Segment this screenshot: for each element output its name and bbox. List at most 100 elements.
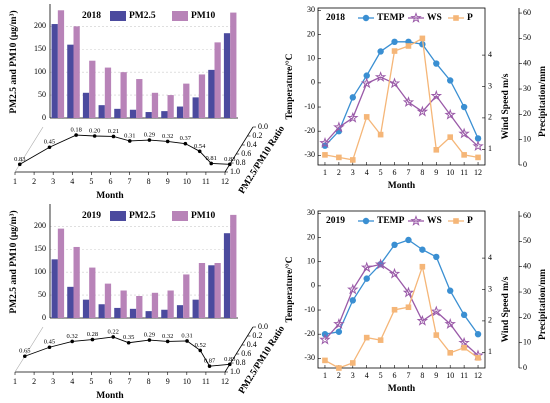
marker [349,360,356,366]
x-tick-label: 7 [406,168,410,177]
y-tick-label: 200 [34,21,46,30]
y-tick-label: 150 [34,44,46,53]
ratio-label: 0.29 [144,332,155,339]
x-tick-label: 3 [351,371,355,380]
marker [444,108,456,120]
x-tick-label: 2 [32,377,36,386]
marker [474,330,482,338]
y-tick-label: -10 [304,102,315,111]
ratio-line [24,336,230,367]
bar [104,67,112,118]
y3-tick-label: 0 [523,160,527,169]
x-tick-label: 9 [166,377,170,386]
bar [230,214,237,318]
bar [51,24,58,119]
series-line [324,76,479,147]
y2-tick-label: 2 [488,113,492,122]
ratio-label: 0.21 [108,128,119,135]
bar [183,83,190,118]
x-tick-label: 11 [460,371,468,380]
x-tick-label: 1 [323,371,327,380]
x-tick-label: 1 [323,168,327,177]
marker [430,89,443,101]
ratio-tick-label: 0.6 [241,149,251,158]
marker [333,317,345,329]
bar [161,111,168,118]
y-tick-label: 0 [311,78,315,87]
marker [336,365,342,371]
ratio-label: 0.52 [195,342,206,349]
chart-label: 2018 [326,13,345,23]
marker [363,72,370,79]
y3-tick-label: 20 [523,312,531,321]
ratio-label: 0.32 [162,333,173,340]
bar [192,97,199,118]
x-axis-title: Month [96,391,124,401]
marker [474,135,482,142]
marker [433,253,440,261]
ratio-line [19,134,230,165]
ratio-tick-label: 1.0 [230,367,240,376]
y-tick-label: 200 [34,221,46,230]
y-axis-title: Temperature/°C [284,256,295,322]
y2-tick-label: 1 [488,144,492,153]
y-tick-label: 0 [42,313,46,322]
marker [447,77,454,84]
y2-tick-label: 1 [488,347,492,356]
ratio-point [74,133,78,137]
marker [419,263,426,270]
ratio-tick-label: 0.8 [236,358,246,367]
marker [377,131,384,138]
marker [416,314,429,326]
legend-marker [410,215,422,226]
x-tick-label: 12 [474,371,482,380]
ratio-point [47,145,52,150]
bar [104,283,112,318]
x-tick-label: 3 [351,168,355,177]
y3-tick-label: 50 [523,33,531,42]
x-tick-label: 12 [474,168,482,177]
x-tick-label: 11 [202,377,210,386]
ratio-label: 0.32 [67,333,78,340]
marker [336,154,342,161]
x-tick-label: 4 [70,377,74,386]
marker [475,355,481,361]
legend-swatch [172,211,188,221]
x-tick-label: 7 [406,371,410,380]
bar [145,311,152,318]
marker [377,48,384,55]
bar [51,259,58,318]
legend-marker [410,12,422,23]
bar [89,60,96,118]
x-tick-label: 2 [337,371,341,380]
marker [347,111,359,123]
ratio-point [197,149,202,154]
y-axis-title: Temperature/°C [284,53,295,119]
y-tick-label: 100 [34,67,46,76]
x-tick-label: 8 [147,177,151,186]
bar [183,274,190,318]
x-tick-label: 2 [32,177,36,186]
ratio-label: 0.22 [108,328,119,335]
bar [73,246,80,318]
marker [447,287,454,294]
marker [405,304,412,311]
y-tick-label: -30 [304,150,315,159]
marker [388,77,401,89]
ratio-point [165,139,170,144]
marker [458,336,470,348]
x-tick-label: 6 [393,371,397,380]
x-tick-label: 5 [89,177,93,186]
x-tick-label: 4 [365,371,369,380]
marker [419,246,426,253]
bar [57,10,65,119]
marker [405,43,412,49]
marker [433,60,440,67]
y2-tick-label: 4 [488,50,492,59]
marker [363,275,370,282]
ratio-point [198,348,203,353]
y-tick-label: 10 [307,54,315,63]
y-tick-label: 20 [307,29,315,38]
y3-tick-label: 60 [523,8,531,17]
marker [391,306,398,313]
